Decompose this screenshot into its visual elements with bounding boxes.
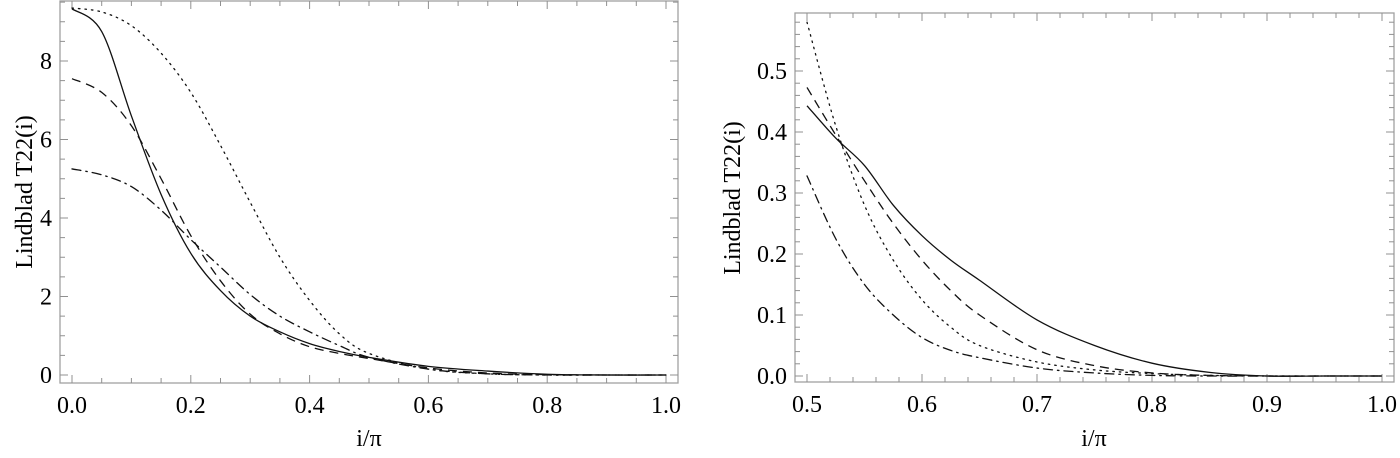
series-dotted xyxy=(806,21,1383,377)
x-tick-label: 0.0 xyxy=(57,393,87,419)
x-tick-label: 0.4 xyxy=(295,393,325,419)
series-dashed xyxy=(806,87,1382,377)
x-tick-label: 0.7 xyxy=(1022,392,1052,418)
x-tick-label: 0.8 xyxy=(1137,392,1167,418)
y-tick-label: 0.2 xyxy=(757,242,787,268)
x-tick-label: 0.6 xyxy=(907,392,937,418)
series-dashdot xyxy=(71,168,667,376)
x-tick-label: 0.5 xyxy=(792,392,822,418)
x-axis-title: i/π xyxy=(356,426,381,452)
y-tick-label: 0 xyxy=(40,363,52,389)
x-tick-label: 0.6 xyxy=(413,393,443,419)
y-tick-label: 0.0 xyxy=(757,364,787,390)
series-solid xyxy=(71,8,667,376)
right-panel: i/π Lindblad T22(i) 0.5 0.6 0.7 0.8 0.9 1.0 0.… xyxy=(720,12,1397,452)
plot-frame xyxy=(794,12,1395,383)
x-tick-label: 0.9 xyxy=(1252,392,1282,418)
series-dashdot xyxy=(806,175,1383,377)
y-tick-label: 6 xyxy=(40,128,52,154)
y-tick-label: 0.5 xyxy=(757,59,787,85)
series-dashed xyxy=(71,78,667,376)
y-tick-label: 0.4 xyxy=(757,120,787,146)
y-axis-title: Lindblad T22(i) xyxy=(12,115,38,269)
y-axis-title: Lindblad T22(i) xyxy=(720,121,746,275)
x-axis-title: i/π xyxy=(1081,426,1106,452)
y-tick-label: 8 xyxy=(40,49,52,75)
left-panel: i/π Lindblad T22(i) 0.0 0.2 0.4 0.6 0.8 1.0 0 2… xyxy=(12,0,681,452)
x-tick-label: 1.0 xyxy=(1367,392,1397,418)
y-tick-label: 0.3 xyxy=(757,181,787,207)
y-tick-label: 2 xyxy=(40,285,52,311)
series-solid xyxy=(806,105,1382,377)
x-tick-label: 0.8 xyxy=(532,393,562,419)
plot-frame xyxy=(59,0,679,384)
x-tick-label: 1.0 xyxy=(651,393,681,419)
y-tick-label: 0.1 xyxy=(757,303,787,329)
y-tick-label: 4 xyxy=(40,206,52,232)
series-dotted xyxy=(71,7,667,376)
x-tick-label: 0.2 xyxy=(176,393,206,419)
